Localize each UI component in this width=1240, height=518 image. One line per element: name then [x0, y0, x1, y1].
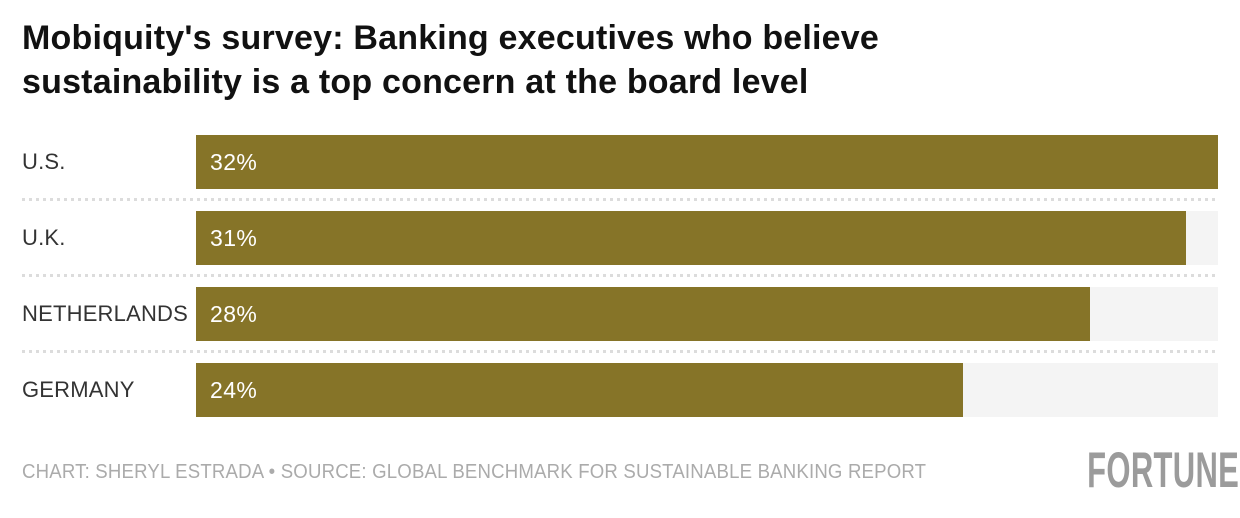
bar-track: 32%	[196, 135, 1218, 189]
row-label: NETHERLANDS	[22, 301, 189, 326]
bar: 32%	[196, 135, 1218, 189]
chart-row: U.K. 31%	[22, 211, 1218, 265]
bar: 31%	[196, 211, 1187, 265]
bar: 24%	[196, 363, 963, 417]
bar-value-label: 31%	[210, 224, 258, 251]
bar-track: 24%	[196, 363, 1218, 417]
bar-chart: U.S. 32% U.K. 31% NETHERLANDS 28%	[22, 135, 1218, 417]
bar-value-label: 28%	[210, 300, 258, 327]
row-label: U.K.	[22, 225, 66, 250]
chart-row: NETHERLANDS 28%	[22, 287, 1218, 341]
bar: 28%	[196, 287, 1091, 341]
bar-value-label: 32%	[210, 148, 258, 175]
chart-title-line-1: Mobiquity's survey: Banking executives w…	[22, 19, 880, 57]
fortune-logo: FORTUNE	[1087, 442, 1240, 498]
chart-row: GERMANY 24%	[22, 363, 1218, 417]
chart-title: Mobiquity's survey: Banking executives w…	[22, 16, 879, 104]
footer: CHART: SHERYL ESTRADA • SOURCE: GLOBAL B…	[22, 445, 1239, 495]
chart-credit: CHART: SHERYL ESTRADA • SOURCE: GLOBAL B…	[22, 461, 927, 483]
row-separator	[22, 350, 1218, 353]
row-label: U.S.	[22, 149, 66, 174]
bar-value-label: 24%	[210, 376, 258, 403]
chart-row: U.S. 32%	[22, 135, 1218, 189]
row-label: GERMANY	[22, 377, 135, 402]
chart-title-line-2: sustainability is a top concern at the b…	[22, 63, 809, 101]
row-separator	[22, 274, 1218, 277]
row-separator	[22, 198, 1218, 201]
bar-track: 28%	[196, 287, 1218, 341]
bar-track: 31%	[196, 211, 1218, 265]
